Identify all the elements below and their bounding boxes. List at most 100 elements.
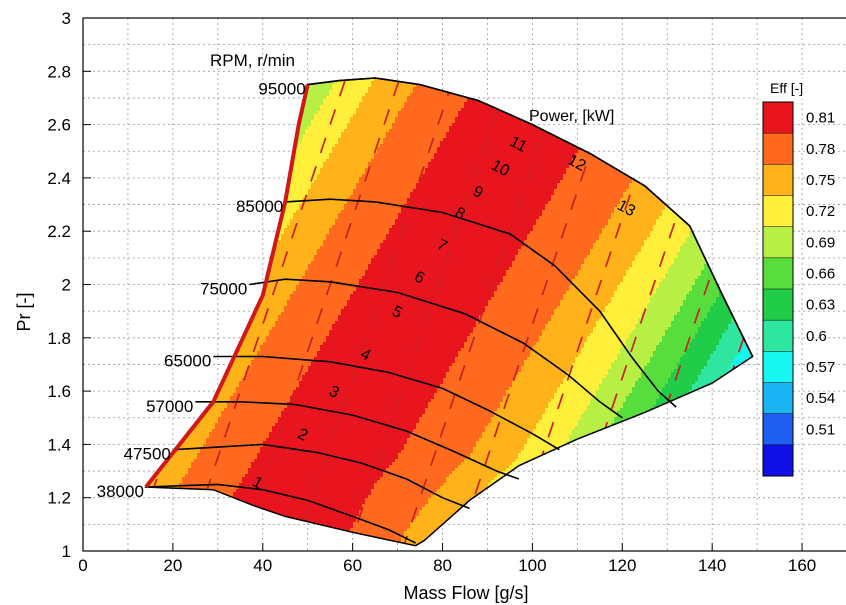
- contour-cell: [407, 111, 411, 115]
- contour-cell: [314, 93, 318, 97]
- contour-cell: [359, 102, 363, 106]
- contour-cell: [344, 123, 348, 127]
- contour-cell: [368, 78, 372, 82]
- contour-cell: [422, 132, 426, 136]
- contour-cell: [317, 111, 321, 115]
- contour-cell: [473, 105, 477, 109]
- contour-cell: [398, 132, 402, 136]
- contour-cell: [344, 99, 348, 103]
- contour-cell: [434, 114, 438, 118]
- contour-cell: [506, 126, 510, 130]
- contour-cell: [314, 87, 318, 91]
- contour-cell: [371, 135, 375, 139]
- contour-cell: [356, 114, 360, 118]
- contour-cell: [371, 102, 375, 106]
- contour-cell: [335, 90, 339, 94]
- contour-cell: [350, 108, 354, 112]
- contour-cell: [509, 123, 513, 127]
- contour-cell: [362, 129, 366, 133]
- contour-cell: [482, 111, 486, 115]
- contour-cell: [458, 111, 462, 115]
- contour-cell: [404, 135, 408, 139]
- contour-cell: [509, 120, 513, 124]
- contour-cell: [398, 120, 402, 124]
- contour-cell: [422, 99, 426, 103]
- contour-cell: [326, 120, 330, 124]
- contour-cell: [371, 78, 375, 82]
- contour-cell: [395, 105, 399, 109]
- contour-cell: [467, 126, 471, 130]
- contour-cell: [413, 126, 417, 130]
- contour-cell: [434, 129, 438, 133]
- contour-cell: [368, 84, 372, 88]
- contour-cell: [332, 117, 336, 121]
- contour-cell: [473, 126, 477, 130]
- contour-cell: [368, 111, 372, 115]
- contour-cell: [422, 105, 426, 109]
- contour-cell: [449, 114, 453, 118]
- contour-cell: [302, 141, 306, 145]
- contour-cell: [383, 126, 387, 130]
- contour-cell: [404, 120, 408, 124]
- contour-cell: [314, 120, 318, 124]
- contour-cell: [338, 138, 342, 142]
- contour-cell: [356, 93, 360, 97]
- contour-cell: [428, 90, 432, 94]
- contour-cell: [488, 108, 492, 112]
- contour-cell: [329, 135, 333, 139]
- contour-cell: [362, 132, 366, 136]
- contour-cell: [512, 129, 516, 133]
- contour-cell: [338, 105, 342, 109]
- contour-cell: [350, 111, 354, 115]
- contour-cell: [299, 126, 303, 130]
- contour-cell: [389, 132, 393, 136]
- contour-cell: [428, 129, 432, 133]
- contour-cell: [407, 126, 411, 130]
- contour-cell: [326, 102, 330, 106]
- contour-cell: [347, 132, 351, 136]
- contour-cell: [452, 93, 456, 97]
- contour-cell: [500, 120, 504, 124]
- contour-cell: [329, 108, 333, 112]
- contour-cell: [359, 87, 363, 91]
- contour-cell: [344, 138, 348, 142]
- contour-cell: [473, 102, 477, 106]
- contour-cell: [404, 90, 408, 94]
- contour-cell: [482, 108, 486, 112]
- contour-cell: [455, 123, 459, 127]
- contour-cell: [521, 132, 525, 136]
- contour-cell: [299, 135, 303, 139]
- contour-cell: [347, 114, 351, 118]
- contour-cell: [413, 129, 417, 133]
- contour-cell: [413, 87, 417, 91]
- contour-cell: [377, 111, 381, 115]
- contour-cell: [377, 105, 381, 109]
- contour-cell: [440, 105, 444, 109]
- contour-cell: [455, 102, 459, 106]
- contour-cell: [350, 120, 354, 124]
- contour-cell: [323, 96, 327, 100]
- contour-cell: [521, 126, 525, 130]
- contour-cell: [446, 105, 450, 109]
- contour-cell: [371, 120, 375, 124]
- contour-cell: [425, 126, 429, 130]
- contour-cell: [347, 93, 351, 97]
- contour-cell: [332, 105, 336, 109]
- contour-cell: [479, 132, 483, 136]
- contour-cell: [482, 129, 486, 133]
- contour-cell: [329, 102, 333, 106]
- contour-cell: [380, 135, 384, 139]
- contour-cell: [410, 132, 414, 136]
- contour-cell: [437, 135, 441, 139]
- contour-cell: [401, 108, 405, 112]
- contour-cell: [533, 135, 537, 139]
- contour-cell: [332, 126, 336, 130]
- contour-cell: [323, 99, 327, 103]
- contour-cell: [362, 93, 366, 97]
- contour-cell: [317, 120, 321, 124]
- contour-cell: [443, 129, 447, 133]
- contour-cell: [392, 87, 396, 91]
- contour-cell: [509, 135, 513, 139]
- contour-cell: [377, 90, 381, 94]
- contour-cell: [359, 99, 363, 103]
